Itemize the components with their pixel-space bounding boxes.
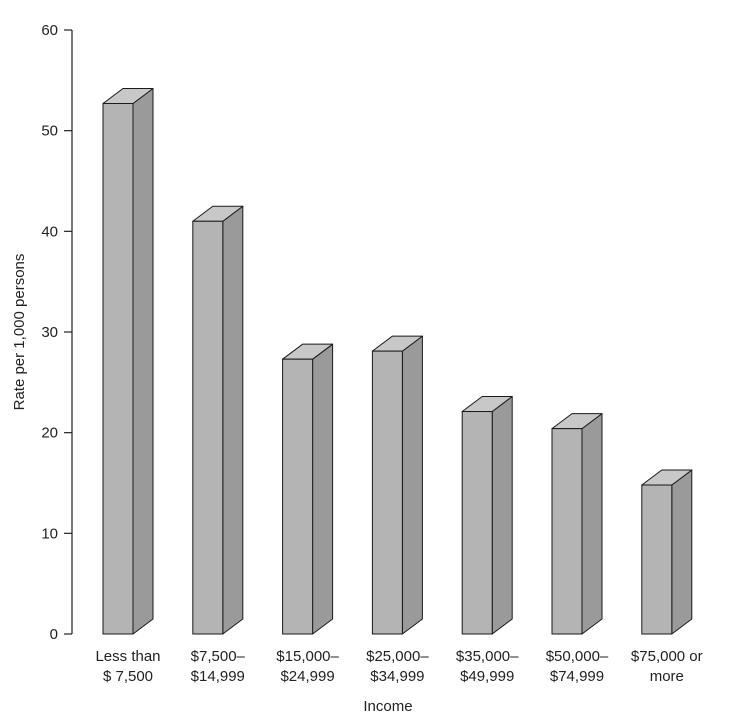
y-tick-label: 30 bbox=[41, 324, 58, 341]
bar bbox=[102, 87, 154, 635]
x-tick-label-line: $50,000– bbox=[546, 648, 609, 665]
x-tick-label: Less than $ 7,500 bbox=[95, 648, 160, 685]
bar-front-face bbox=[102, 102, 134, 635]
bar-side-face bbox=[132, 87, 154, 635]
bar-side-face bbox=[312, 343, 334, 635]
bar-side-face bbox=[491, 396, 513, 635]
bar-side-face bbox=[401, 335, 423, 635]
bar-side-face bbox=[222, 205, 244, 635]
x-axis-title: Income bbox=[363, 698, 412, 715]
x-tick-label-line: $7,500– bbox=[191, 648, 246, 665]
x-tick-label: $25,000– $34,999 bbox=[366, 648, 429, 685]
bars bbox=[102, 87, 693, 635]
x-tick-label: $7,500– $14,999 bbox=[191, 648, 246, 685]
x-tick-label: $75,000 or more bbox=[631, 648, 703, 685]
x-tick-label-line: $35,000– bbox=[456, 648, 519, 665]
x-tick-label-line: $ 7,500 bbox=[103, 668, 153, 685]
x-tick-label: $35,000– $49,999 bbox=[456, 648, 519, 685]
y-tick-label: 50 bbox=[41, 123, 58, 140]
bar bbox=[551, 413, 603, 635]
x-tick-label: $15,000– $24,999 bbox=[276, 648, 339, 685]
y-tick-label: 10 bbox=[41, 525, 58, 542]
bar-front-face bbox=[641, 484, 673, 635]
x-tick-label-line: Less than bbox=[95, 648, 160, 665]
x-tick-label-line: $75,000 or bbox=[631, 648, 703, 665]
x-tick-label-line: $15,000– bbox=[276, 648, 339, 665]
bar-side-face bbox=[671, 469, 693, 635]
y-tick-label: 40 bbox=[41, 223, 58, 240]
bar bbox=[192, 205, 244, 635]
x-tick-label: $50,000– $74,999 bbox=[546, 648, 609, 685]
x-tick-label-line: more bbox=[650, 668, 684, 685]
x-tick-label-line: $49,999 bbox=[460, 668, 514, 685]
y-tick-label: 20 bbox=[41, 425, 58, 442]
x-tick-label-line: $74,999 bbox=[550, 668, 604, 685]
y-tick-label: 60 bbox=[41, 22, 58, 39]
bar bbox=[282, 343, 334, 635]
bar bbox=[641, 469, 693, 635]
x-tick-label-line: $14,999 bbox=[191, 668, 245, 685]
x-tick-labels: Less than $ 7,500 $7,500– $14,999 $15,000– $2… bbox=[95, 648, 702, 685]
y-tick-label: 0 bbox=[50, 626, 58, 643]
bar-front-face bbox=[371, 350, 403, 635]
bar-front-face bbox=[461, 411, 493, 635]
x-tick-label-line: $24,999 bbox=[280, 668, 334, 685]
bar bbox=[371, 335, 423, 635]
x-tick-label-line: $34,999 bbox=[370, 668, 424, 685]
bar-front-face bbox=[192, 220, 224, 635]
bar-side-face bbox=[581, 413, 603, 635]
x-tick-label-line: $25,000– bbox=[366, 648, 429, 665]
axes: 0 10 20 30 40 50 60 bbox=[41, 22, 73, 643]
bar-front-face bbox=[282, 358, 314, 635]
bar bbox=[461, 396, 513, 635]
bar-front-face bbox=[551, 428, 583, 635]
y-axis-title: Rate per 1,000 persons bbox=[11, 254, 28, 411]
